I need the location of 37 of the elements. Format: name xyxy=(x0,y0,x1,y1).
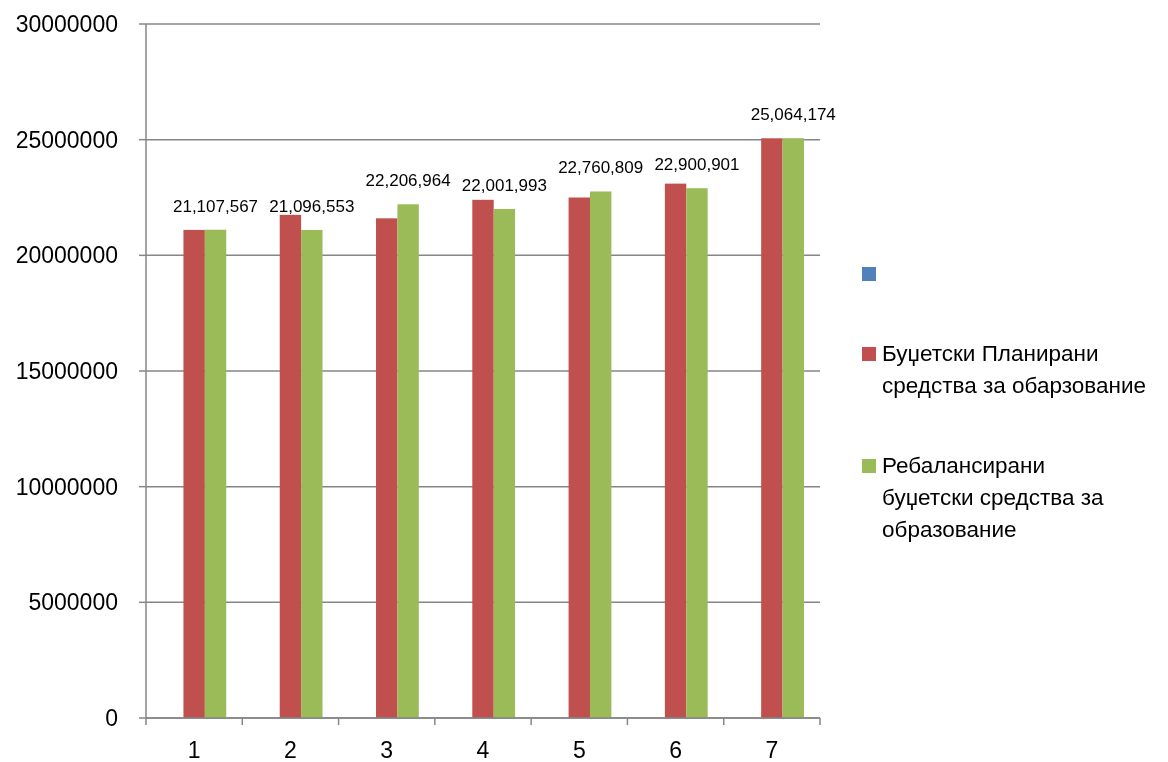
data-label: 22,001,993 xyxy=(461,176,547,196)
bar xyxy=(183,229,205,718)
x-tick-label: 4 xyxy=(476,737,490,762)
bar xyxy=(686,188,708,718)
bar xyxy=(664,183,687,718)
x-tick-label: 6 xyxy=(669,737,682,762)
legend-label: Буџетски Планирани средства за обарзование xyxy=(882,341,1146,398)
data-label: 22,760,809 xyxy=(558,158,644,178)
x-tick-label: 7 xyxy=(765,737,779,762)
data-label: 21,107,567 xyxy=(172,196,259,216)
bar xyxy=(761,138,783,718)
y-tick-label: 15000000 xyxy=(15,358,118,385)
y-tick-label: 0 xyxy=(105,705,118,732)
data-label: 22,206,964 xyxy=(365,171,451,191)
legend-label: Ребалансирани буџетски средства за образование xyxy=(882,453,1105,542)
y-tick-label: 5000000 xyxy=(28,589,118,616)
y-tick-label: 25000000 xyxy=(15,126,118,153)
x-tick-label: 2 xyxy=(284,737,297,762)
data-label: 22,900,901 xyxy=(654,155,740,175)
y-tick-label: 30000000 xyxy=(15,11,118,38)
bar xyxy=(397,204,419,718)
x-tick-label: 3 xyxy=(380,737,394,762)
bar xyxy=(589,191,612,718)
bar xyxy=(279,214,302,718)
bar xyxy=(301,229,323,718)
data-label: 21,096,553 xyxy=(269,196,355,216)
bar xyxy=(472,199,494,718)
bar xyxy=(204,229,227,718)
x-tick-label: 1 xyxy=(187,737,201,762)
bar xyxy=(493,209,516,718)
bar xyxy=(568,197,590,718)
x-tick-label: 5 xyxy=(572,737,586,762)
y-tick-label: 10000000 xyxy=(15,473,118,500)
data-label: 25,064,174 xyxy=(750,105,836,125)
bar xyxy=(376,218,398,718)
bar xyxy=(782,138,804,718)
y-tick-label: 20000000 xyxy=(15,242,118,269)
